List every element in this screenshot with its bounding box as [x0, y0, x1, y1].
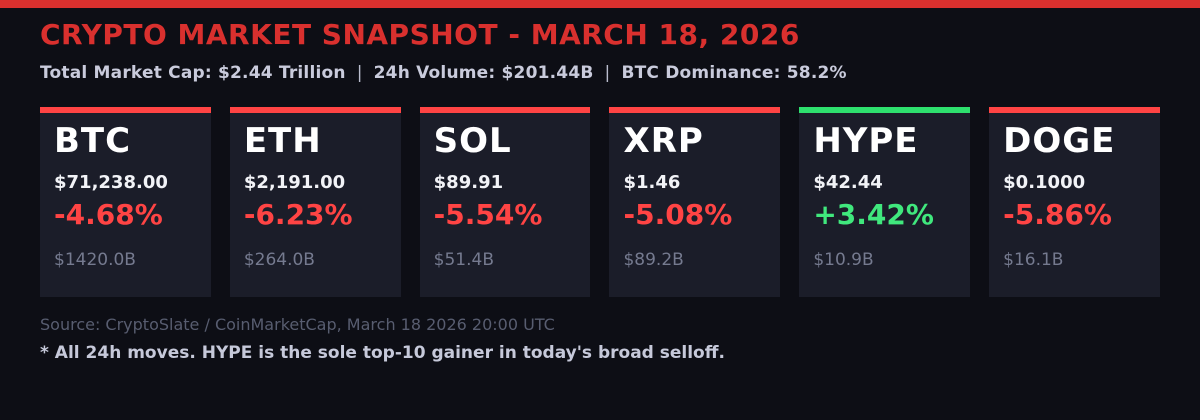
card-accent-bar	[799, 107, 971, 113]
stat-label: 24h Volume:	[373, 63, 496, 83]
stat-value: 58.2%	[786, 63, 847, 83]
coin-price: $89.91	[433, 172, 504, 194]
coin-price: $0.1000	[1003, 172, 1086, 194]
coin-card: ETH $2,191.00 -6.23% $264.0B	[229, 107, 401, 297]
page-title: CRYPTO MARKET SNAPSHOT - MARCH 18, 2026	[40, 18, 800, 51]
coin-price: $1.46	[623, 172, 681, 194]
coin-market-cap: $51.4B	[433, 249, 494, 270]
card-accent-bar	[40, 107, 211, 113]
card-body: ETH $2,191.00 -6.23% $264.0B	[230, 113, 401, 270]
coin-card: XRP $1.46 -5.08% $89.2B	[609, 107, 781, 297]
coin-symbol: ETH	[243, 121, 322, 161]
card-body: HYPE $42.44 +3.42% $10.9B	[799, 113, 970, 270]
coin-market-cap: $16.1B	[1003, 249, 1064, 270]
source-attribution: Source: CryptoSlate / CoinMarketCap, Mar…	[40, 315, 555, 334]
coin-24h-change: -5.08%	[623, 198, 733, 232]
coin-symbol: DOGE	[1003, 121, 1116, 161]
coin-price: $42.44	[813, 172, 883, 194]
market-stats: Total Market Cap: $2.44 Trillion | 24h Vol…	[40, 63, 1160, 83]
stat-separator: |	[604, 63, 611, 83]
footnote: * All 24h moves. HYPE is the sole top-10…	[40, 343, 725, 363]
stat-value: $201.44B	[501, 63, 594, 83]
stat-value: $2.44 Trillion	[218, 63, 346, 83]
coin-symbol: HYPE	[813, 121, 919, 161]
coin-symbol: XRP	[623, 121, 704, 161]
card-body: SOL $89.91 -5.54% $51.4B	[420, 113, 591, 270]
coin-price: $2,191.00	[243, 172, 346, 194]
coin-card: BTC $71,238.00 -4.68% $1420.0B	[40, 107, 211, 297]
coin-24h-change: -5.54%	[433, 198, 543, 232]
card-body: DOGE $0.1000 -5.86% $16.1B	[989, 113, 1160, 270]
card-body: XRP $1.46 -5.08% $89.2B	[609, 113, 780, 270]
market-stat: 24h Volume: $201.44B	[374, 63, 594, 83]
stat-label: BTC Dominance:	[621, 63, 781, 83]
card-accent-bar	[229, 107, 401, 113]
card-body: BTC $71,238.00 -4.68% $1420.0B	[40, 113, 211, 270]
coin-24h-change: -6.23%	[243, 198, 353, 232]
market-stat: Total Market Cap: $2.44 Trillion	[40, 63, 346, 83]
card-accent-bar	[609, 107, 781, 113]
stat-label: Total Market Cap:	[40, 63, 212, 83]
market-stat: BTC Dominance: 58.2%	[621, 63, 846, 83]
cards-row: BTC $71,238.00 -4.68% $1420.0B ETH $2,19…	[40, 107, 1160, 297]
coin-market-cap: $264.0B	[243, 249, 315, 270]
coin-market-cap: $1420.0B	[54, 249, 136, 270]
coin-24h-change: -5.86%	[1003, 198, 1112, 232]
card-accent-bar	[419, 107, 591, 113]
coin-card: HYPE $42.44 +3.42% $10.9B	[799, 107, 971, 297]
coin-card: DOGE $0.1000 -5.86% $16.1B	[989, 107, 1160, 297]
coin-market-cap: $10.9B	[813, 249, 874, 270]
coin-symbol: BTC	[54, 121, 132, 161]
snapshot-panel: CRYPTO MARKET SNAPSHOT - MARCH 18, 2026 …	[0, 18, 1200, 363]
card-accent-bar	[989, 107, 1160, 113]
coin-card: SOL $89.91 -5.54% $51.4B	[419, 107, 591, 297]
coin-24h-change: -4.68%	[54, 198, 163, 232]
coin-symbol: SOL	[433, 121, 512, 161]
coin-market-cap: $89.2B	[623, 249, 684, 270]
coin-24h-change: +3.42%	[813, 198, 934, 232]
coin-price: $71,238.00	[54, 172, 168, 194]
stat-separator: |	[356, 63, 363, 83]
top-accent-bar	[0, 0, 1200, 8]
